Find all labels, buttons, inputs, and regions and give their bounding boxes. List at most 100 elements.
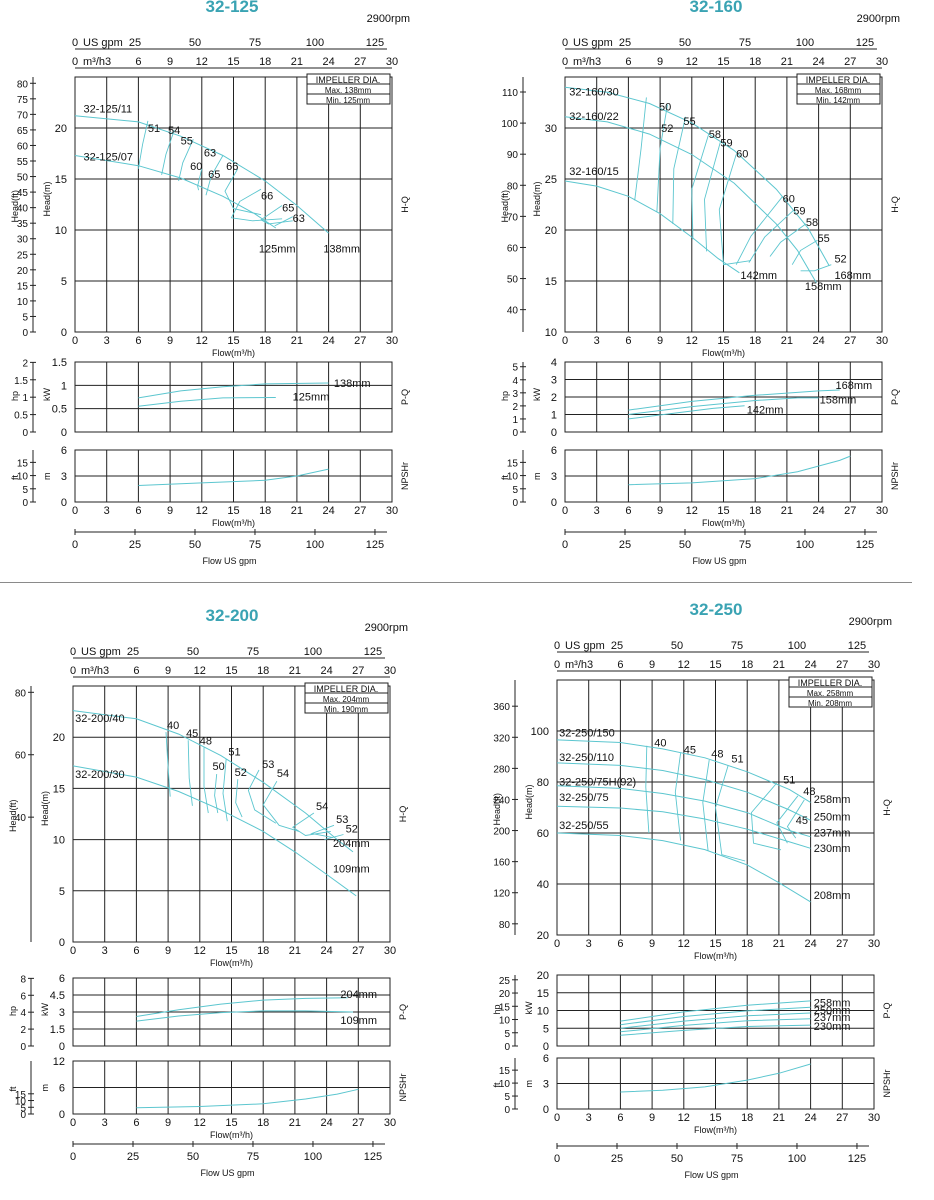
efficiency-label: 48 [711, 749, 723, 761]
hq-m-tick: 60 [537, 828, 549, 840]
npsh-x-tick: 27 [354, 505, 366, 517]
hq-ft-tick: 90 [507, 150, 519, 161]
pq-kw-label: kW [524, 1001, 534, 1015]
m3h-top-tick: 15 [225, 665, 237, 677]
hq-ft-tick: 0 [22, 328, 28, 339]
hq-curve-label: 32-200/30 [75, 769, 125, 781]
hq-ft-tick: 240 [493, 795, 510, 806]
pq-kw-tick: 1.5 [50, 1024, 65, 1036]
npsh-panel: 0 3 6 0 5 10 15 ft m NPSHr 0 3 6 9 12 15 18 21 24 27 30 Flow(… [10, 445, 410, 528]
hq-m-tick: 0 [61, 327, 67, 339]
m3h-top-tick: 21 [773, 659, 785, 671]
npsh-x-tick: 0 [554, 1112, 560, 1124]
hq-curve-label: 32-160/30 [569, 86, 619, 98]
efficiency-label: 66 [226, 161, 238, 173]
impeller-box-frame [304, 682, 389, 714]
pq-curve-138mm [138, 382, 329, 399]
gpm-top-tick: 100 [796, 37, 814, 49]
hq-m-tick: 40 [537, 879, 549, 891]
hq-m-label: Head(m) [524, 784, 534, 819]
hq-x-tick: 24 [322, 335, 334, 347]
gpm-top-tick: 75 [731, 640, 743, 652]
impeller-box-frame [306, 73, 391, 105]
pq-panel: 0 1.5 3 4.5 6 0 2 4 6 8 hp kW P-Q 204mm 109mm [8, 973, 408, 1053]
pq-hp-tick: 1 [512, 415, 518, 426]
pq-kw-tick: 0 [543, 1041, 549, 1053]
efficiency-label: 59 [720, 137, 732, 149]
pq-hp-tick: 0 [20, 1042, 26, 1053]
efficiency-iso-line [235, 779, 243, 818]
hq-curve-label: 109mm [333, 863, 370, 875]
m3h-top-tick: 9 [657, 56, 663, 68]
impeller-min: Min. 142mm [816, 96, 860, 105]
pq-hp-tick: 15 [499, 1002, 511, 1013]
hq-ft-tick: 320 [493, 733, 510, 744]
pq-kw-tick: 1 [551, 410, 557, 422]
hq-x-tick: 21 [291, 335, 303, 347]
hq-curve-label: 32-250/75 [559, 792, 609, 804]
npsh-m-label: m [40, 1084, 50, 1092]
hq-curve-label: 168mm [834, 270, 871, 282]
gpm-bottom-tick: 25 [619, 539, 631, 551]
speed-label: 2900rpm [849, 616, 892, 628]
pq-panel: 0 0.5 1 1.5 0 0.5 1 1.5 2 hp kW P-Q 138mm 125mm [10, 357, 410, 439]
gpm-bottom-tick: 100 [306, 539, 324, 551]
pq-kw-tick: 10 [537, 1006, 549, 1018]
hq-m-tick: 10 [53, 835, 65, 847]
hq-x-tick: 27 [352, 945, 364, 957]
npsh-side-label: NPSHr [400, 462, 410, 490]
hq-m-tick: 15 [53, 783, 65, 795]
npsh-m-tick: 6 [543, 1053, 549, 1065]
pq-kw-tick: 1 [61, 380, 67, 392]
m3h-top-tick: 0 [554, 659, 560, 671]
hq-x-tick: 18 [741, 938, 753, 950]
efficiency-iso-line [260, 205, 293, 225]
gpm-top-tick: 125 [366, 37, 384, 49]
efficiency-label: 50 [659, 102, 671, 114]
pq-curve-230mm [620, 1018, 811, 1033]
m3h-top-tick: 12 [194, 665, 206, 677]
npsh-ft-tick: 10 [17, 472, 29, 483]
efficiency-iso-line [691, 133, 710, 240]
hq-ft-tick: 40 [17, 204, 29, 215]
npsh-ft-label: ft [500, 474, 510, 480]
hq-m-tick: 10 [55, 225, 67, 237]
efficiency-iso-line [672, 116, 686, 224]
efficiency-label: 65 [282, 203, 294, 215]
speed-label: 2900rpm [857, 13, 900, 25]
npsh-x-tick: 3 [594, 505, 600, 517]
gpm-bottom-tick: 75 [731, 1153, 743, 1165]
gpm-top-tick: 125 [856, 37, 874, 49]
gpm-bottom-tick: 50 [189, 539, 201, 551]
npsh-m-tick: 6 [59, 1083, 65, 1095]
m3h-top-tick: 24 [812, 56, 824, 68]
npsh-x-label: Flow(m³/h) [702, 518, 745, 528]
efficiency-iso-line [769, 223, 807, 257]
pq-kw-tick: 2 [551, 392, 557, 404]
npsh-m-tick: 6 [551, 445, 557, 457]
npsh-m-tick: 0 [59, 1109, 65, 1121]
npsh-side-label: NPSHr [882, 1069, 892, 1097]
pq-hp-tick: 0 [22, 428, 28, 439]
hq-curve-label: 208mm [814, 890, 851, 902]
pq-hp-label: hp [8, 1006, 18, 1016]
npsh-x-tick: 27 [836, 1112, 848, 1124]
hq-side-label: H-Q [398, 806, 408, 823]
pq-kw-tick: 20 [537, 970, 549, 982]
hq-x-tick: 21 [773, 938, 785, 950]
hq-x-tick: 24 [812, 335, 824, 347]
gpm-bottom-tick: 0 [70, 1151, 76, 1163]
top-flow-scales: 0 25 50 75 100 125 US gpm 0 6 9 12 15 18 21 24 27 30 m³/h… [70, 646, 396, 678]
npsh-m-tick: 6 [61, 445, 67, 457]
hq-ft-tick: 15 [17, 281, 29, 292]
hq-x-tick: 18 [749, 335, 761, 347]
hq-x-tick: 15 [709, 938, 721, 950]
hq-m-tick: 20 [55, 123, 67, 135]
impeller-title: IMPELLER DIA. [314, 684, 379, 694]
pq-curve-label: 258mm [814, 997, 851, 1009]
pq-hp-tick: 0.5 [14, 411, 28, 422]
hq-curve-label: 258mm [814, 794, 851, 806]
efficiency-label: 65 [208, 169, 220, 181]
